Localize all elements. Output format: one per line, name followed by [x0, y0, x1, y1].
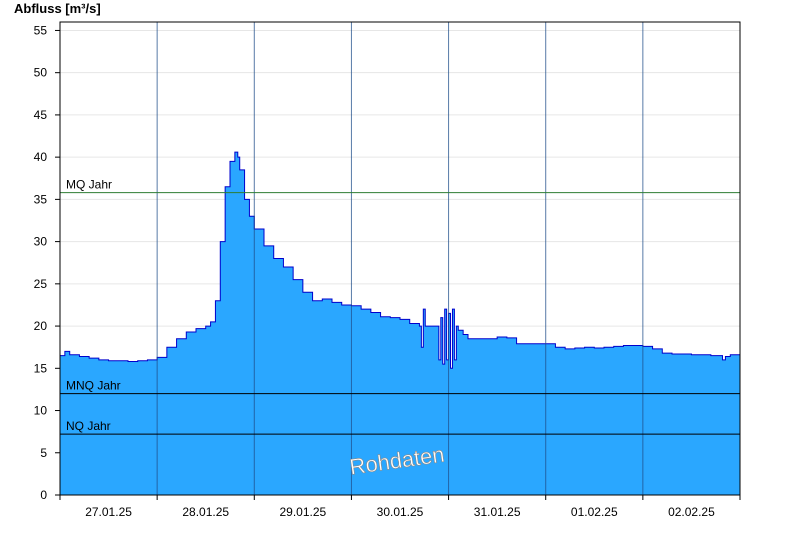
x-tick-label: 29.01.25	[279, 505, 326, 519]
y-axis-label: Abfluss [m³/s]	[14, 1, 101, 16]
discharge-line	[60, 151, 740, 369]
y-tick-label: 55	[34, 23, 48, 37]
y-tick-label: 40	[34, 150, 48, 164]
discharge-area	[60, 152, 740, 495]
y-tick-label: 50	[34, 66, 48, 80]
y-tick-label: 45	[34, 108, 48, 122]
x-tick-label: 28.01.25	[182, 505, 229, 519]
y-tick-label: 15	[34, 361, 48, 375]
y-tick-label: 25	[34, 277, 48, 291]
y-tick-label: 30	[34, 235, 48, 249]
x-tick-label: 31.01.25	[474, 505, 521, 519]
x-tick-label: 27.01.25	[85, 505, 132, 519]
y-tick-label: 5	[40, 446, 47, 460]
reference-line-label: MQ Jahr	[66, 178, 112, 192]
reference-line-label: NQ Jahr	[66, 419, 111, 433]
y-tick-label: 0	[40, 488, 47, 502]
x-tick-label: 01.02.25	[571, 505, 618, 519]
y-tick-label: 10	[34, 404, 48, 418]
plot-area: MQ Jahr MNQ Jahr NQ Jahr 0 5 10 15 20 25 30 35 40 45…	[34, 21, 741, 519]
y-tick-label: 20	[34, 319, 48, 333]
x-tick-label: 30.01.25	[377, 505, 424, 519]
y-tick-label: 35	[34, 192, 48, 206]
reference-line-label: MNQ Jahr	[66, 379, 121, 393]
x-tick-label: 02.02.25	[668, 505, 715, 519]
plot-frame	[59, 21, 741, 496]
